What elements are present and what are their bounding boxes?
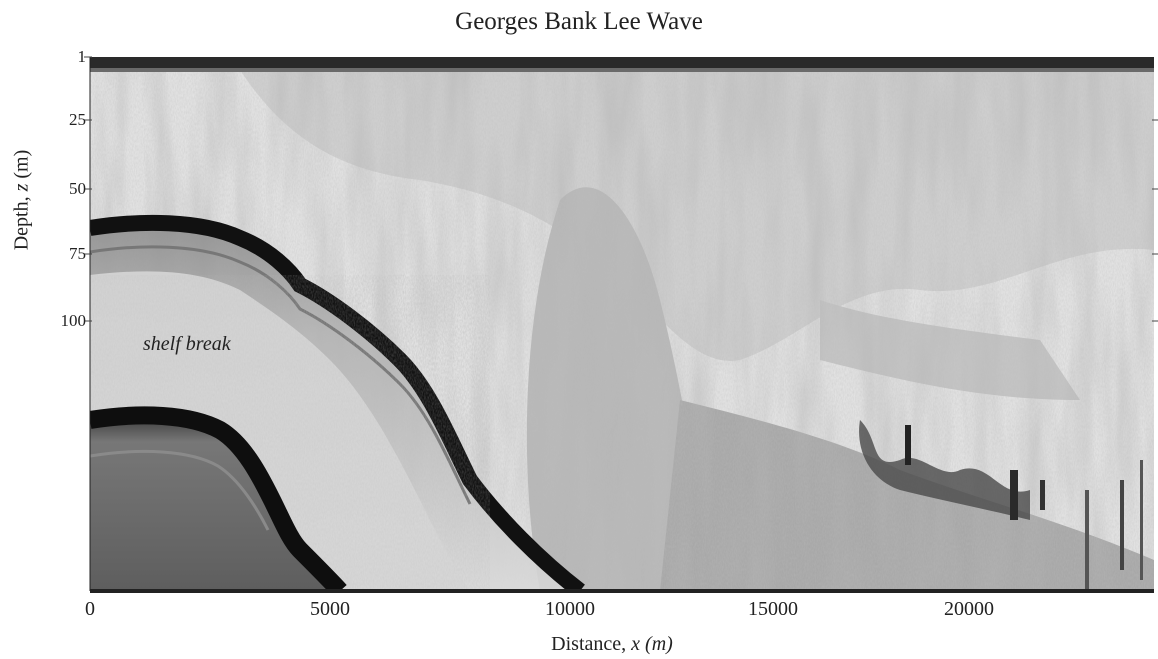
y-tick-label: 75 [69, 244, 86, 263]
y-tick-label: 50 [69, 179, 86, 198]
y-tick-label: 1 [77, 47, 87, 66]
echogram-plot-area [90, 57, 1154, 591]
y-tick-label: 25 [69, 110, 86, 129]
x-tick-label: 5000 [310, 598, 350, 620]
figure-title: Georges Bank Lee Wave [455, 8, 703, 35]
y-axis-ticks [84, 56, 1158, 322]
x-axis-label-var: x [631, 633, 641, 655]
x-axis-label-prefix: Distance, [551, 633, 632, 655]
x-tick-label: 15000 [748, 598, 798, 620]
x-tick-label: 0 [85, 598, 95, 620]
shelf-break-annotation: shelf break [143, 333, 231, 355]
x-tick-label: 20000 [944, 598, 994, 620]
x-tick-label: 10000 [545, 598, 595, 620]
x-axis-label-unit: (m) [640, 633, 673, 655]
y-tick-label: 100 [60, 311, 87, 330]
x-axis-label: Distance, x (m) [551, 633, 673, 656]
